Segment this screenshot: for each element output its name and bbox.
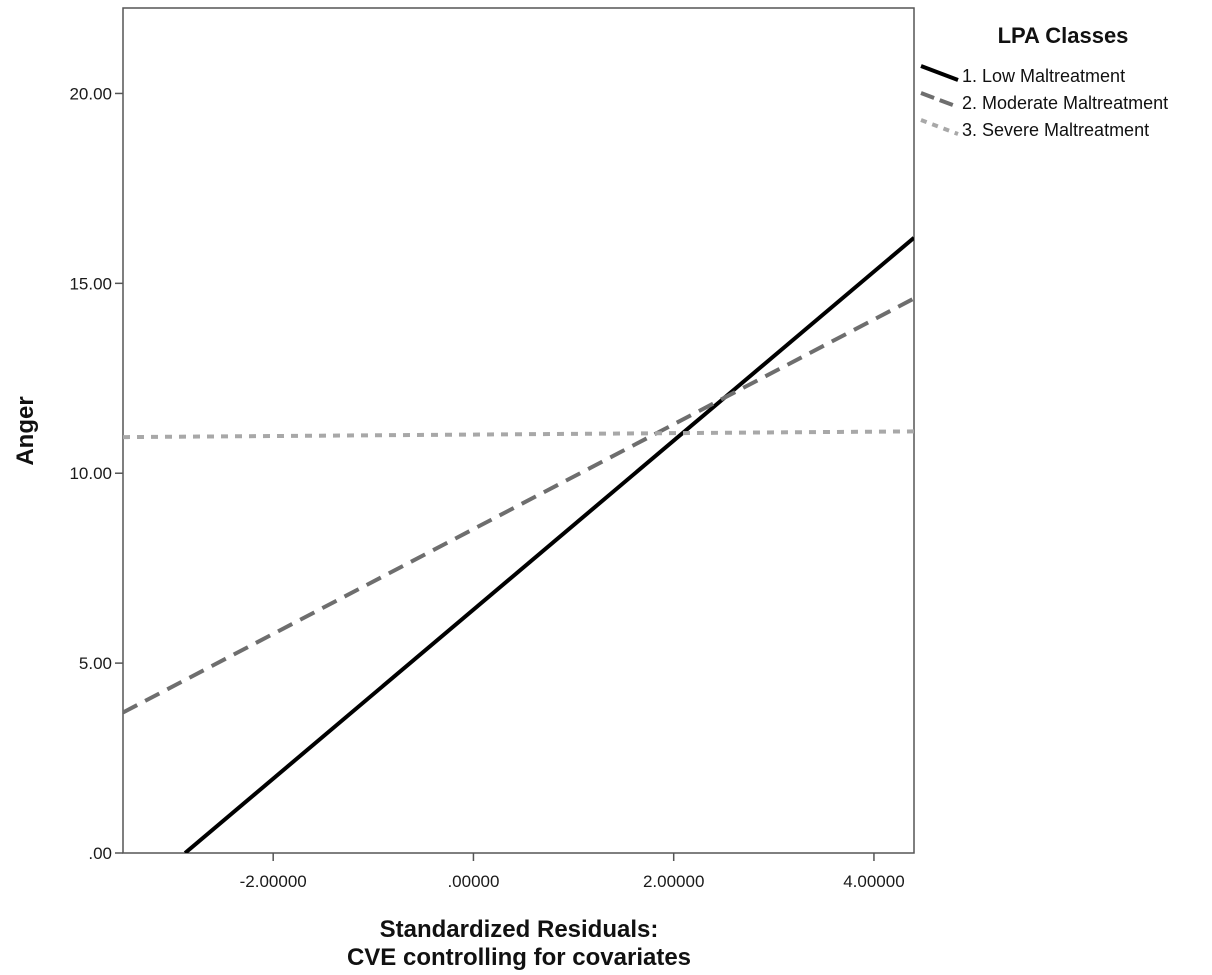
x-tick-label: 2.00000 — [643, 872, 704, 891]
y-tick-label: 5.00 — [79, 654, 112, 673]
y-tick-label: 20.00 — [69, 84, 112, 103]
x-axis-title-line2: CVE controlling for covariates — [347, 944, 691, 971]
legend-swatch-1 — [920, 64, 959, 82]
legend-swatch-2 — [920, 91, 959, 109]
legend-label-2: 2. Moderate Maltreatment — [962, 93, 1168, 113]
legend-title: LPA Classes — [998, 23, 1129, 48]
series-line-1 — [183, 236, 914, 853]
series-lines — [123, 236, 914, 853]
legend-swatch-3 — [920, 118, 959, 136]
series-line-3 — [123, 429, 914, 440]
legend-label-3: 3. Severe Maltreatment — [962, 120, 1149, 140]
y-axis-ticks: .00 5.00 10.00 15.00 20.00 — [69, 84, 123, 863]
y-tick-label: 10.00 — [69, 464, 112, 483]
x-tick-label: 4.00000 — [843, 872, 904, 891]
x-tick-label: .00000 — [447, 872, 499, 891]
x-axis-title-line1: Standardized Residuals: — [380, 916, 659, 943]
x-tick-label: -2.00000 — [240, 872, 307, 891]
y-tick-label: 15.00 — [69, 274, 112, 293]
y-axis-title: Anger — [12, 396, 39, 465]
legend-label-1: 1. Low Maltreatment — [962, 66, 1125, 86]
x-axis-ticks: -2.00000 .00000 2.00000 4.00000 — [240, 853, 905, 891]
y-tick-label: .00 — [88, 844, 112, 863]
legend: LPA Classes 1. Low Maltreatment 2. Modera… — [920, 23, 1168, 140]
